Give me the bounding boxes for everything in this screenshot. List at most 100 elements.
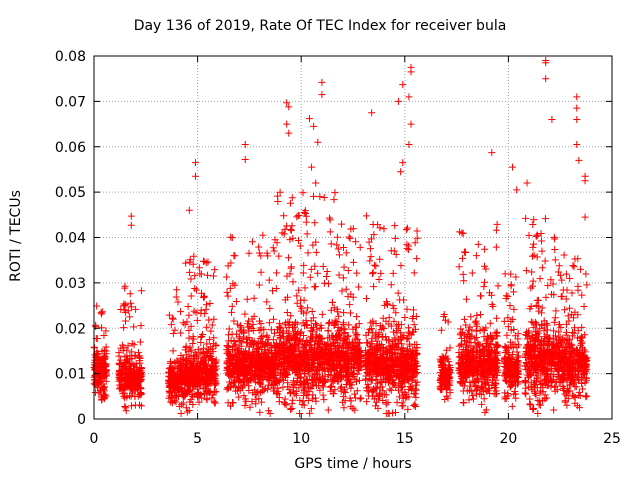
- data-point: [173, 357, 181, 365]
- data-point: [257, 252, 265, 260]
- data-point: [275, 344, 283, 352]
- data-point: [91, 359, 99, 367]
- data-point: [402, 226, 410, 234]
- data-point: [477, 292, 485, 300]
- data-point: [561, 306, 569, 314]
- data-point: [370, 283, 378, 291]
- data-point: [326, 318, 333, 326]
- data-point: [226, 356, 234, 364]
- data-point: [169, 315, 177, 323]
- data-point: [119, 366, 127, 374]
- data-point: [536, 275, 544, 283]
- data-point: [269, 355, 277, 363]
- data-point: [102, 392, 110, 400]
- data-point: [275, 398, 283, 406]
- data-point: [116, 367, 124, 375]
- data-point: [126, 366, 134, 374]
- data-point: [170, 397, 178, 405]
- data-point: [200, 360, 208, 368]
- data-point: [266, 304, 274, 312]
- data-point: [236, 386, 244, 394]
- data-point: [500, 317, 508, 325]
- data-point: [169, 347, 177, 355]
- data-point: [324, 327, 332, 335]
- data-point: [292, 318, 300, 326]
- data-point: [225, 325, 233, 333]
- data-point: [318, 91, 326, 99]
- data-point: [200, 353, 208, 361]
- data-point: [132, 372, 140, 380]
- data-point: [210, 397, 218, 405]
- data-point: [265, 346, 273, 354]
- data-point: [237, 327, 245, 335]
- data-point: [493, 220, 501, 228]
- data-point: [563, 401, 571, 409]
- data-point: [310, 122, 318, 130]
- data-point: [258, 365, 266, 373]
- data-point: [473, 311, 481, 319]
- data-point: [194, 390, 202, 398]
- data-point: [98, 310, 106, 318]
- data-point: [570, 263, 578, 271]
- data-point: [299, 189, 307, 197]
- data-point: [186, 344, 194, 352]
- data-point: [325, 320, 333, 328]
- data-point: [250, 371, 258, 379]
- data-point: [191, 284, 199, 292]
- data-point: [102, 327, 110, 335]
- data-point: [326, 214, 334, 222]
- data-point: [130, 368, 138, 376]
- data-point: [303, 230, 311, 238]
- data-point: [185, 387, 193, 395]
- data-point: [467, 313, 475, 321]
- data-point: [259, 231, 267, 239]
- data-point: [127, 221, 135, 229]
- data-point: [355, 377, 363, 385]
- data-point: [455, 263, 463, 271]
- data-point: [529, 220, 537, 228]
- data-point: [194, 354, 202, 362]
- data-point: [344, 267, 352, 275]
- data-point: [127, 212, 135, 220]
- data-point: [225, 366, 233, 374]
- data-point: [295, 236, 303, 244]
- data-point: [225, 331, 233, 339]
- data-point: [248, 398, 256, 406]
- data-point: [206, 299, 214, 307]
- data-point: [538, 247, 546, 255]
- data-point: [287, 226, 295, 234]
- data-point: [510, 288, 518, 296]
- data-point: [175, 364, 183, 372]
- data-point: [185, 334, 193, 342]
- data-point: [309, 328, 317, 336]
- data-point: [510, 305, 518, 313]
- data-point: [335, 312, 343, 320]
- data-point: [120, 302, 128, 310]
- data-point: [165, 311, 173, 319]
- data-point: [333, 233, 341, 241]
- data-point: [227, 380, 235, 388]
- data-point: [486, 319, 494, 327]
- data-point: [187, 275, 195, 283]
- data-point: [187, 322, 195, 330]
- data-point: [353, 269, 361, 277]
- data-point: [583, 392, 591, 400]
- data-point: [195, 264, 203, 272]
- data-point: [245, 333, 253, 341]
- data-point: [391, 234, 399, 242]
- data-point: [309, 192, 317, 200]
- data-point: [389, 328, 397, 336]
- data-point: [136, 391, 144, 399]
- data-point: [250, 312, 258, 320]
- data-point: [297, 307, 305, 315]
- data-point: [201, 310, 209, 318]
- data-point: [541, 257, 549, 265]
- data-point: [578, 385, 586, 393]
- data-point: [340, 309, 348, 317]
- data-point: [338, 287, 346, 295]
- data-point: [265, 319, 273, 327]
- data-point: [185, 326, 193, 334]
- data-point: [241, 310, 249, 318]
- data-point: [493, 314, 501, 322]
- data-point: [302, 210, 310, 218]
